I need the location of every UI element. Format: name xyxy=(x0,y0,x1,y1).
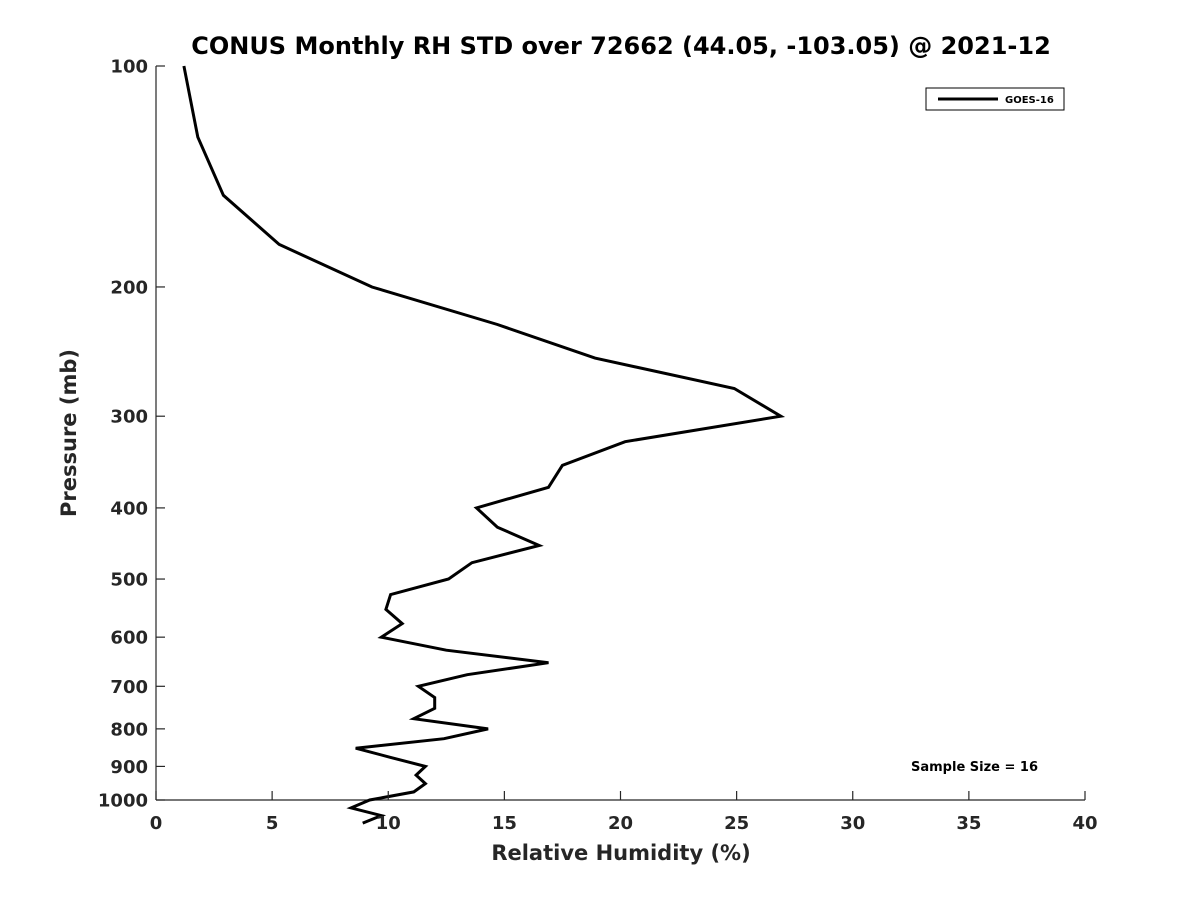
x-tick-label: 25 xyxy=(724,813,749,834)
x-axis-label: Relative Humidity (%) xyxy=(491,841,750,865)
x-tick-label: 40 xyxy=(1072,813,1097,834)
x-tick-label: 15 xyxy=(492,813,517,834)
plot-area xyxy=(155,65,1085,825)
x-tick-label: 10 xyxy=(376,813,401,834)
y-axis-ticks: 100 200 300 400 500 600 700 800 900 1000 xyxy=(98,57,165,812)
x-axis-ticks: 0 5 10 15 20 25 30 35 40 xyxy=(150,791,1098,834)
x-tick-label: 0 xyxy=(150,813,163,834)
legend-label-goes-16: GOES-16 xyxy=(1005,95,1054,106)
y-tick-label: 200 xyxy=(110,277,148,298)
x-tick-label: 35 xyxy=(956,813,981,834)
y-axis-label: Pressure (mb) xyxy=(57,349,81,517)
y-tick-label: 700 xyxy=(110,677,148,698)
y-tick-label: 600 xyxy=(110,628,148,649)
y-tick-label: 500 xyxy=(110,570,148,591)
series-line-goes-16 xyxy=(182,65,786,825)
x-tick-label: 30 xyxy=(840,813,865,834)
y-tick-label: 1000 xyxy=(98,791,148,812)
y-tick-label: 800 xyxy=(110,719,148,740)
sample-size-annotation: Sample Size = 16 xyxy=(911,760,1038,775)
x-tick-label: 5 xyxy=(266,813,279,834)
legend: GOES-16 xyxy=(925,87,1065,111)
y-tick-label: 900 xyxy=(110,757,148,778)
chart-title: CONUS Monthly RH STD over 72662 (44.05, … xyxy=(191,32,1051,60)
y-tick-label: 400 xyxy=(110,498,148,519)
y-tick-label: 100 xyxy=(110,57,148,78)
x-tick-label: 20 xyxy=(608,813,633,834)
y-tick-label: 300 xyxy=(110,407,148,428)
